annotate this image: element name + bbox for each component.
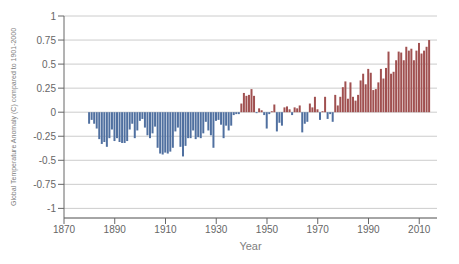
svg-text:1950: 1950 bbox=[256, 224, 279, 235]
svg-text:1910: 1910 bbox=[154, 224, 177, 235]
svg-text:1990: 1990 bbox=[357, 224, 380, 235]
svg-text:Year: Year bbox=[239, 240, 262, 252]
svg-text:0.5: 0.5 bbox=[42, 59, 56, 70]
svg-text:-0.25: -0.25 bbox=[33, 131, 56, 142]
svg-text:2010: 2010 bbox=[408, 224, 431, 235]
svg-text:-1: -1 bbox=[47, 203, 56, 214]
svg-text:1870: 1870 bbox=[53, 224, 76, 235]
svg-text:0: 0 bbox=[50, 107, 56, 118]
svg-text:0.75: 0.75 bbox=[37, 35, 57, 46]
svg-text:Global Temperature Anomaly (C): Global Temperature Anomaly (C) compared … bbox=[10, 28, 18, 206]
svg-text:-0.75: -0.75 bbox=[33, 179, 56, 190]
svg-text:1: 1 bbox=[50, 11, 56, 22]
svg-text:1930: 1930 bbox=[205, 224, 228, 235]
svg-text:-0.5: -0.5 bbox=[39, 155, 57, 166]
svg-text:0.25: 0.25 bbox=[37, 83, 57, 94]
svg-text:1890: 1890 bbox=[104, 224, 127, 235]
svg-text:1970: 1970 bbox=[307, 224, 330, 235]
